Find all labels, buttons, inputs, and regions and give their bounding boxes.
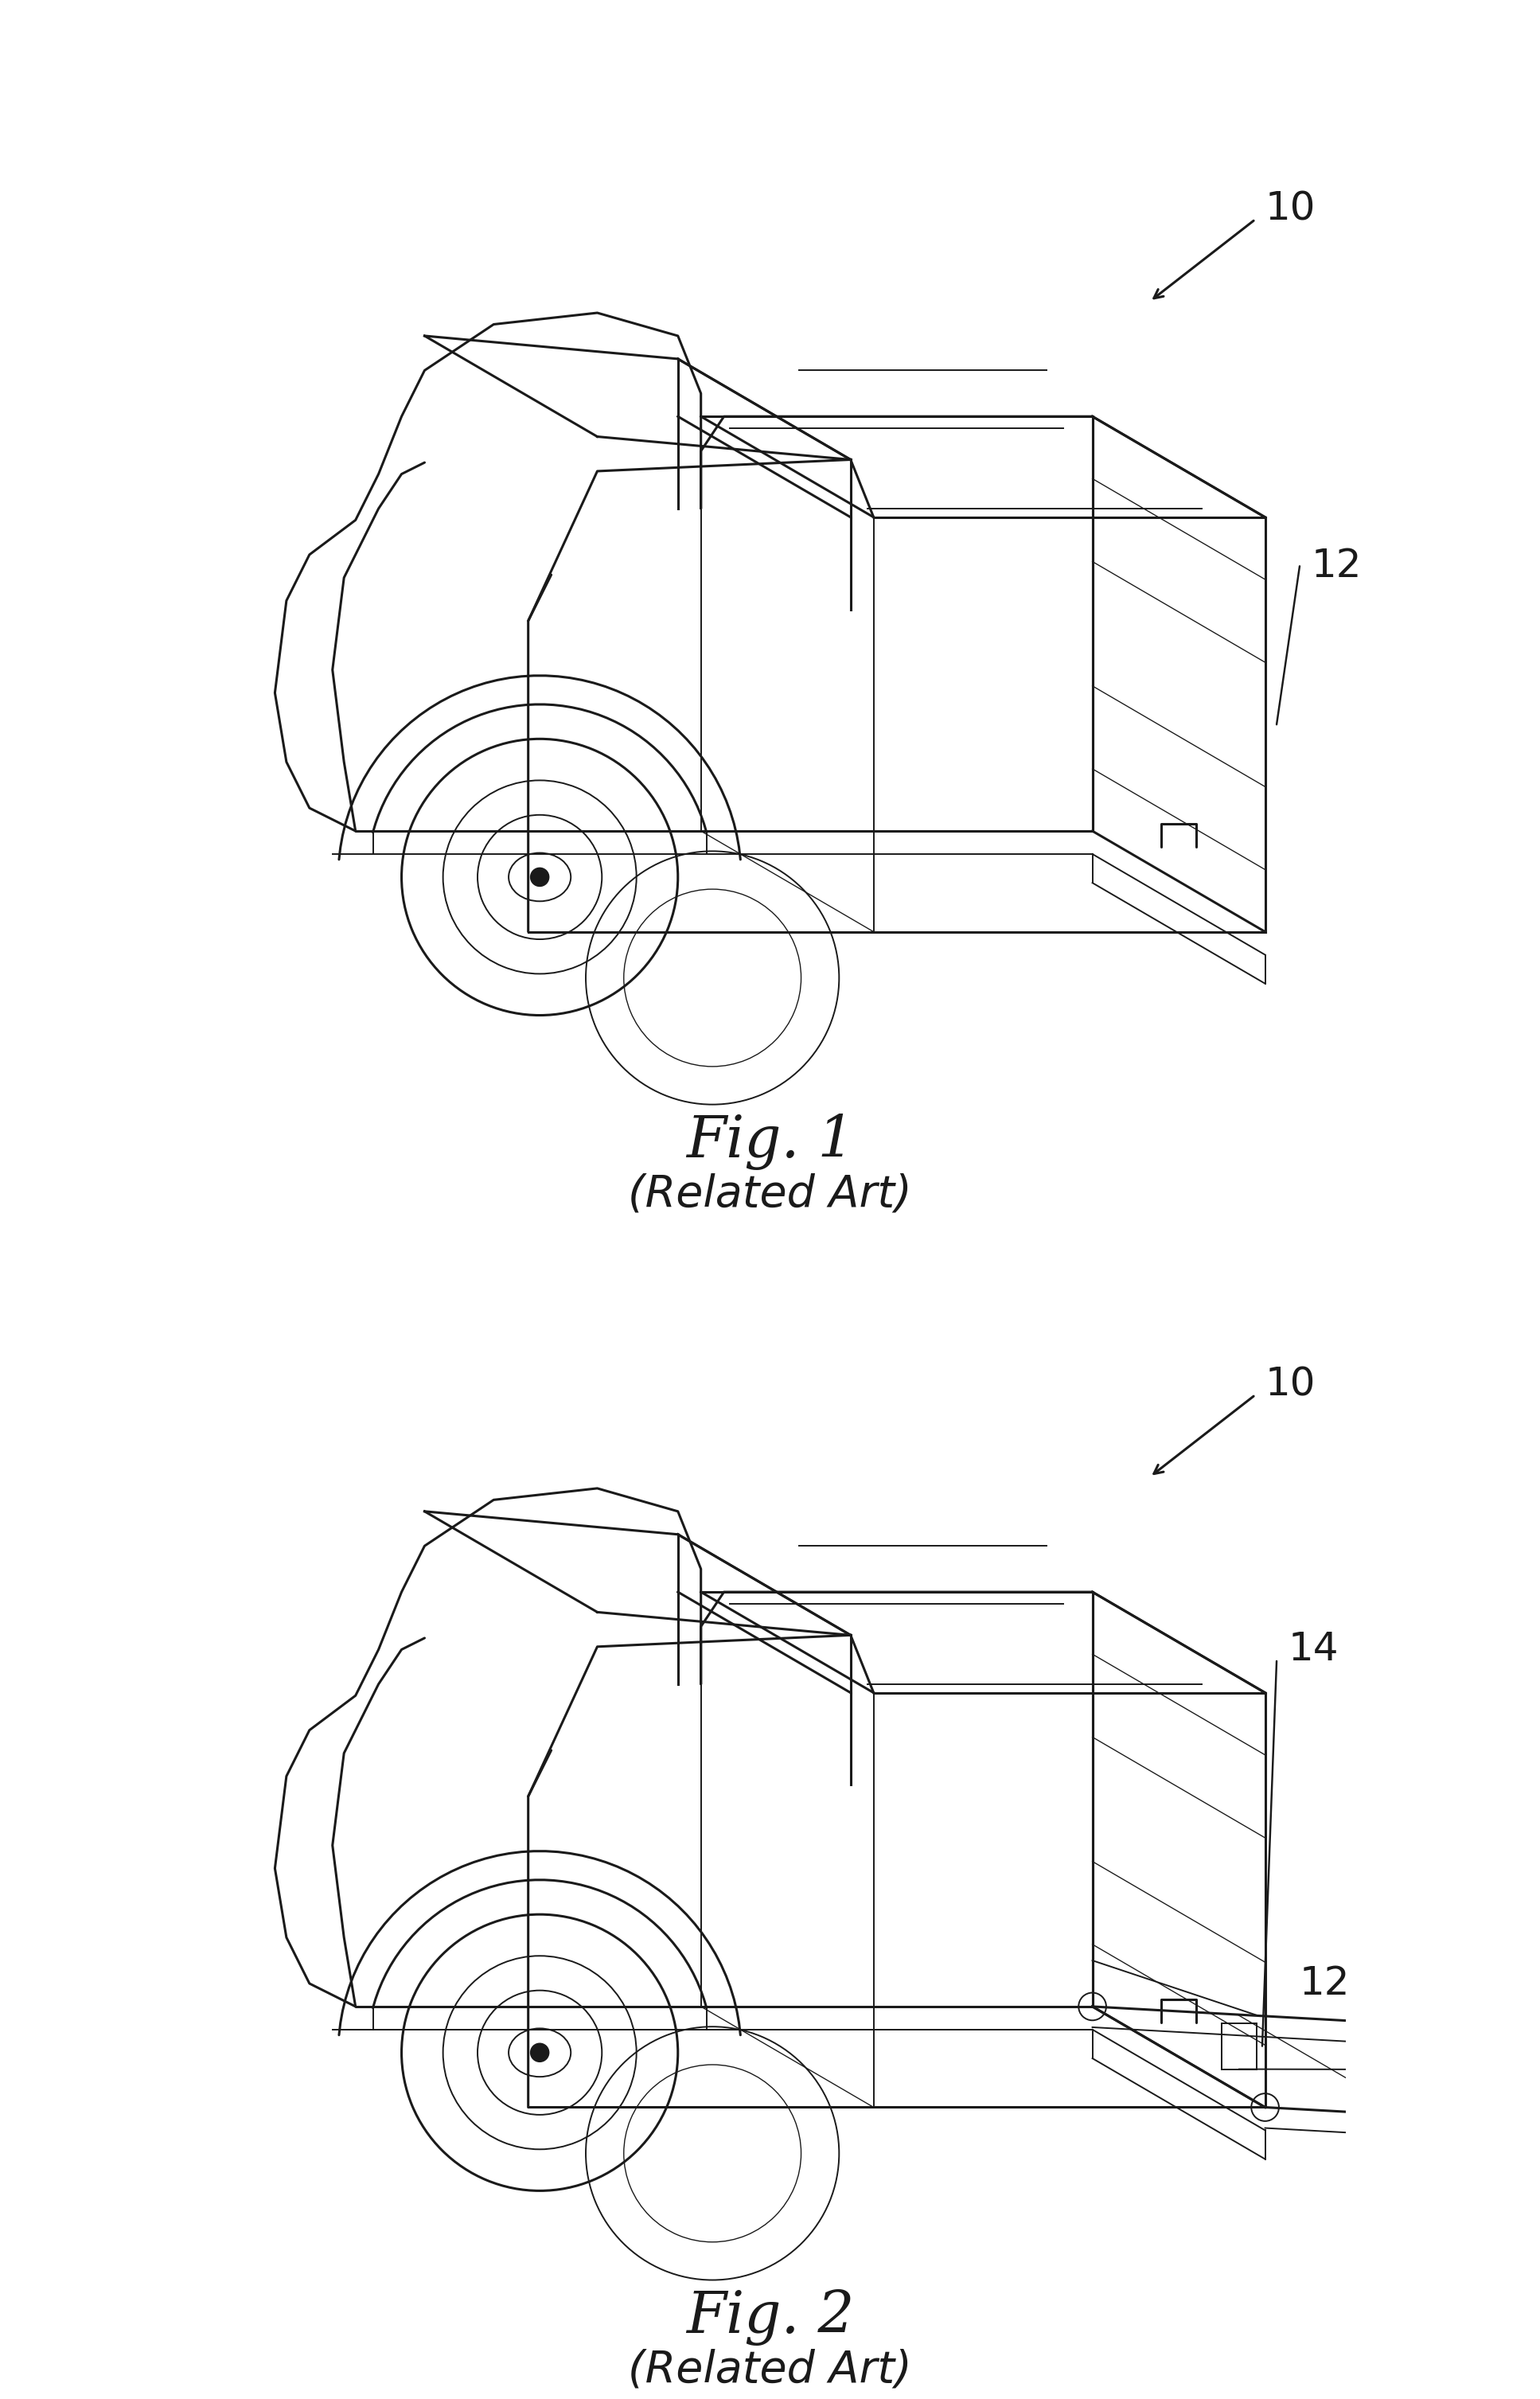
Text: (Related Art): (Related Art): [628, 2349, 912, 2389]
Text: Fig. 2: Fig. 2: [685, 2289, 855, 2346]
Bar: [1221, 2022, 1257, 2068]
Text: (Related Art): (Related Art): [628, 1173, 912, 1214]
Text: 12: 12: [1300, 1965, 1351, 2003]
Text: 14: 14: [1287, 1631, 1338, 1670]
Text: 12: 12: [1311, 547, 1361, 585]
Circle shape: [530, 2044, 548, 2061]
Text: Fig. 1: Fig. 1: [685, 1113, 855, 1171]
Text: 10: 10: [1264, 190, 1315, 228]
Text: 10: 10: [1264, 1365, 1315, 1403]
Circle shape: [530, 868, 548, 885]
